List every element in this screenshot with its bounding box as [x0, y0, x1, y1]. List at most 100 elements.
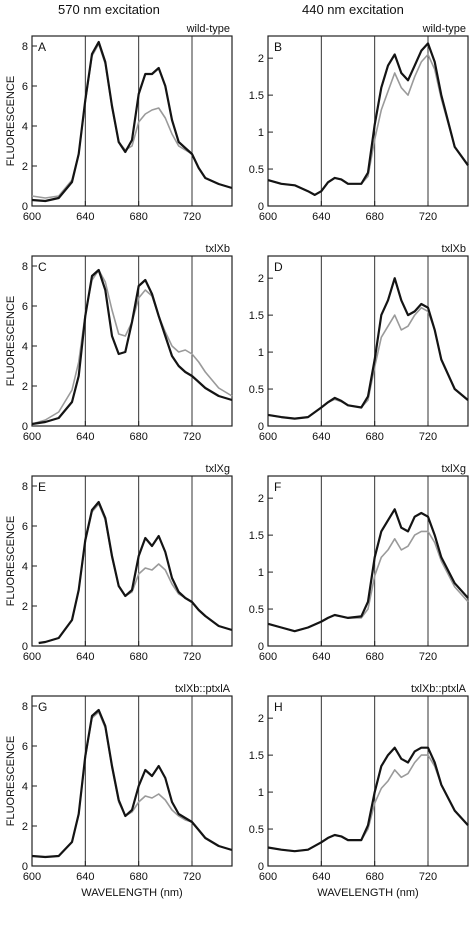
panel-g: 600 640 680 720 0 2 4 6 8 GtxlXb::ptxlAFLUORESCEN…: [5, 683, 233, 899]
x-tick-label-640: 640: [76, 211, 94, 223]
x-tick-label-640: 640: [76, 431, 94, 443]
spectrum-line-dark: [38, 500, 233, 645]
y-tick-label-0: 0: [22, 421, 28, 433]
x-tick-label-600: 600: [259, 431, 277, 443]
panel-letter: D: [274, 260, 283, 274]
x-tick-label-720: 720: [183, 871, 201, 883]
y-tick-label-2: 2: [258, 53, 264, 65]
y-tick-label-1: 1: [258, 567, 264, 579]
y-tick-label-2: 2: [258, 273, 264, 285]
x-tick-label-600: 600: [23, 651, 41, 663]
y-axis-label: FLUORESCENCE: [5, 76, 17, 166]
strain-label: txlXg: [442, 463, 466, 475]
y-tick-label-1: 1: [258, 127, 264, 139]
strain-label: txlXb::ptxlA: [175, 683, 231, 695]
x-tick-label-720: 720: [419, 431, 437, 443]
panel-letter: A: [38, 40, 46, 54]
y-tick-label-2: 2: [22, 821, 28, 833]
right-column-title: 440 nm excitation: [302, 2, 404, 17]
y-tick-label-1.5: 1.5: [249, 310, 264, 322]
spectrum-line-light: [31, 269, 233, 425]
y-tick-label-1: 1: [258, 347, 264, 359]
y-tick-label-8: 8: [22, 41, 28, 53]
y-tick-label-1.5: 1.5: [249, 90, 264, 102]
y-tick-label-0: 0: [258, 201, 264, 213]
panel-letter: F: [274, 480, 281, 494]
y-tick-label-1.5: 1.5: [249, 750, 264, 762]
y-axis-label: FLUORESCENCE: [5, 296, 17, 386]
x-tick-label-680: 680: [365, 871, 383, 883]
y-tick-label-0.5: 0.5: [249, 164, 264, 176]
x-tick-label-640: 640: [76, 651, 94, 663]
y-axis-label: FLUORESCENCE: [5, 736, 17, 826]
x-axis-label: WAVELENGTH (nm): [317, 887, 418, 899]
y-tick-label-8: 8: [22, 481, 28, 493]
spectrum-line-dark: [267, 508, 469, 633]
y-tick-label-6: 6: [22, 741, 28, 753]
x-tick-label-640: 640: [312, 871, 330, 883]
panel-frame-e: [31, 475, 233, 647]
spectrum-line-light: [267, 306, 469, 420]
y-tick-label-6: 6: [22, 521, 28, 533]
x-tick-label-640: 640: [312, 651, 330, 663]
x-tick-label-680: 680: [365, 211, 383, 223]
y-tick-label-0: 0: [22, 861, 28, 873]
spectrum-line-dark: [31, 268, 233, 426]
y-tick-label-0: 0: [22, 201, 28, 213]
spectrum-line-dark: [267, 42, 469, 196]
y-tick-label-0: 0: [258, 421, 264, 433]
y-tick-label-0.5: 0.5: [249, 384, 264, 396]
strain-label: txlXb: [206, 243, 230, 255]
y-tick-label-4: 4: [22, 121, 28, 133]
strain-label: txlXb: [442, 243, 466, 255]
x-tick-label-720: 720: [183, 651, 201, 663]
x-tick-label-600: 600: [23, 211, 41, 223]
y-tick-label-4: 4: [22, 781, 28, 793]
panel-h: 600 640 680 720 0 0.5 1 1.5 2HtxlXb::ptxlAWAVELE…: [249, 683, 469, 899]
y-tick-label-1.5: 1.5: [249, 530, 264, 542]
y-tick-label-6: 6: [22, 81, 28, 93]
y-tick-label-2: 2: [258, 713, 264, 725]
panel-letter: G: [38, 700, 47, 714]
panel-frame-g: [31, 695, 233, 867]
panel-frame-d: [267, 255, 469, 427]
y-tick-label-8: 8: [22, 261, 28, 273]
y-tick-label-2: 2: [258, 493, 264, 505]
spectrum-line-dark: [267, 746, 469, 853]
panel-letter: C: [38, 260, 47, 274]
y-tick-label-1: 1: [258, 787, 264, 799]
panel-frame-c: [31, 255, 233, 427]
x-tick-label-720: 720: [419, 211, 437, 223]
panel-letter: B: [274, 40, 282, 54]
x-tick-label-600: 600: [23, 431, 41, 443]
y-tick-label-4: 4: [22, 561, 28, 573]
x-tick-label-720: 720: [419, 651, 437, 663]
x-tick-label-720: 720: [183, 431, 201, 443]
y-tick-label-0: 0: [22, 641, 28, 653]
x-tick-label-600: 600: [259, 871, 277, 883]
strain-label: wild-type: [422, 23, 466, 35]
x-axis-label: WAVELENGTH (nm): [81, 887, 182, 899]
y-tick-label-2: 2: [22, 601, 28, 613]
panel-frame-f: [267, 475, 469, 647]
spectrum-line-dark: [31, 708, 233, 859]
y-tick-label-6: 6: [22, 301, 28, 313]
spectrum-line-light: [267, 754, 469, 852]
y-tick-label-0.5: 0.5: [249, 604, 264, 616]
x-tick-label-720: 720: [419, 871, 437, 883]
spectrum-line-dark: [31, 40, 233, 203]
y-tick-label-4: 4: [22, 341, 28, 353]
panel-letter: H: [274, 700, 283, 714]
y-tick-label-0: 0: [258, 861, 264, 873]
strain-label: txlXb::ptxlA: [411, 683, 467, 695]
x-tick-label-720: 720: [183, 211, 201, 223]
x-tick-label-680: 680: [129, 431, 147, 443]
x-tick-label-680: 680: [365, 431, 383, 443]
x-tick-label-680: 680: [129, 871, 147, 883]
x-tick-label-680: 680: [365, 651, 383, 663]
